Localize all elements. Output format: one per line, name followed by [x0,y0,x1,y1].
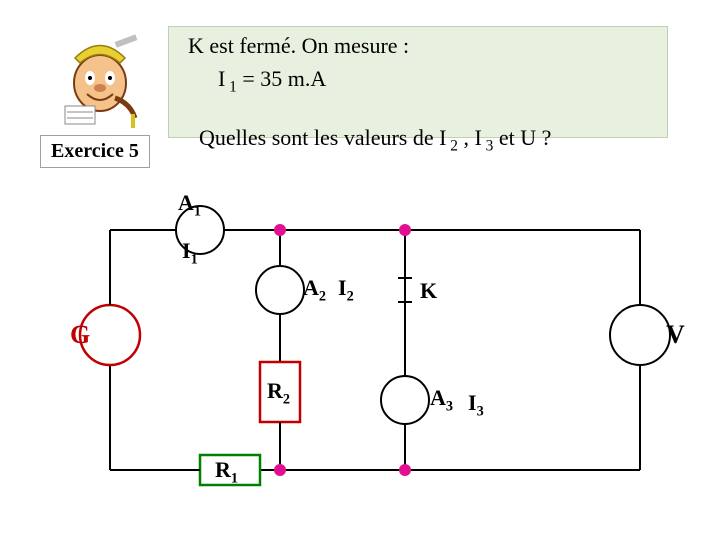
label-A1: A1 [178,190,201,220]
label-A2: A2 [303,275,326,305]
label-V: V [666,320,685,350]
label-R2: R2 [267,378,290,408]
label-A3: A3 [430,385,453,415]
label-I2: I2 [338,275,354,305]
circuit-diagram [0,0,720,540]
label-K: K [420,278,437,304]
label-I1: I1 [182,238,198,268]
label-I3: I3 [468,390,484,420]
label-R1: R1 [215,457,238,487]
label-G: G [70,320,90,350]
